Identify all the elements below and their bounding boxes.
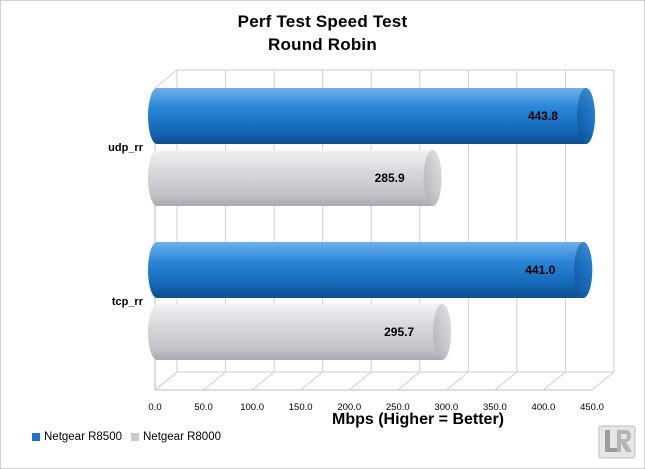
bar-cap-udp_rr-0 bbox=[576, 88, 595, 144]
y-tick-label-udp_rr: udp_rr bbox=[108, 142, 144, 154]
floor-gridline-2 bbox=[251, 371, 275, 391]
side-wall-top bbox=[154, 69, 178, 89]
legend-item-r8500: Netgear R8500 bbox=[32, 431, 122, 443]
bar-cap-tcp_rr-0 bbox=[574, 242, 593, 298]
legend-label-r8500: Netgear R8500 bbox=[44, 431, 122, 443]
floor-gridline-4 bbox=[348, 371, 372, 391]
floor-gridline-6 bbox=[446, 371, 469, 391]
bar-cap-tcp_rr-1 bbox=[433, 304, 452, 360]
value-label-udp_rr-1: 285.9 bbox=[375, 171, 405, 185]
floor-gridline-8 bbox=[543, 371, 566, 391]
x-tick-label-3: 150.0 bbox=[289, 402, 313, 413]
value-label-udp_rr-0: 443.8 bbox=[528, 109, 558, 123]
legend: Netgear R8500 Netgear R8000 bbox=[32, 431, 230, 443]
floor-gridline-5 bbox=[397, 371, 421, 391]
x-tick-label-6: 300.0 bbox=[434, 402, 458, 413]
x-tick-label-2: 100.0 bbox=[240, 402, 264, 413]
bar-tcp_rr-1 bbox=[148, 304, 452, 360]
floor-gridline-3 bbox=[300, 371, 323, 391]
legend-swatch-r8500 bbox=[32, 433, 40, 441]
y-tick-label-tcp_rr: tcp_rr bbox=[112, 296, 144, 308]
x-tick-label-8: 400.0 bbox=[532, 402, 556, 413]
x-tick-label-5: 250.0 bbox=[386, 402, 410, 413]
bar-cap-udp_rr-1 bbox=[423, 150, 442, 206]
x-tick-label-0: 0.0 bbox=[148, 402, 161, 413]
bar-udp_rr-0 bbox=[148, 88, 595, 144]
bar-udp_rr-1 bbox=[148, 150, 442, 206]
floor-gridline-7 bbox=[494, 371, 518, 391]
bar-tcp_rr-0 bbox=[148, 242, 593, 298]
x-tick-label-4: 200.0 bbox=[337, 402, 361, 413]
legend-item-r8000: Netgear R8000 bbox=[131, 431, 221, 443]
chart-subtitle: Round Robin bbox=[268, 35, 377, 54]
chart-title: Perf Test Speed Test bbox=[237, 12, 408, 31]
floor-gridline-9 bbox=[591, 371, 615, 391]
floor-gridline-1 bbox=[203, 371, 226, 391]
legend-swatch-r8000 bbox=[131, 433, 139, 441]
legend-label-r8000: Netgear R8000 bbox=[143, 431, 221, 443]
value-label-tcp_rr-1: 295.7 bbox=[384, 325, 414, 339]
x-tick-label-7: 350.0 bbox=[483, 402, 507, 413]
legit-reviews-logo-icon bbox=[598, 425, 636, 459]
x-axis-label: Mbps (Higher = Better) bbox=[331, 411, 504, 428]
value-label-tcp_rr-0: 441.0 bbox=[525, 263, 555, 277]
floor-gridline-0 bbox=[154, 371, 178, 391]
x-tick-label-1: 50.0 bbox=[194, 402, 213, 413]
x-tick-label-9: 450.0 bbox=[580, 402, 604, 413]
